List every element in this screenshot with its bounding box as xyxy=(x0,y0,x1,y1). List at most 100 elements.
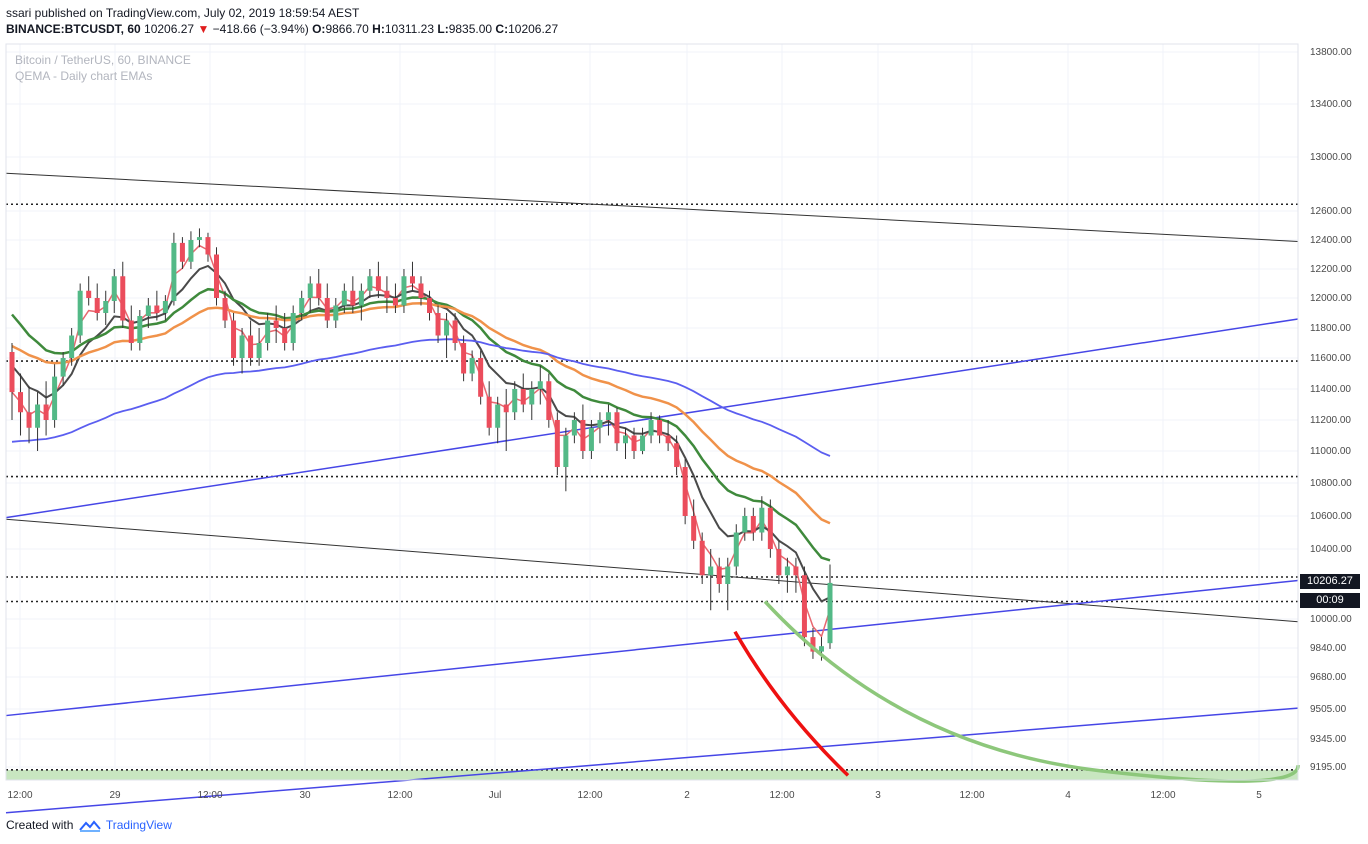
candle-body xyxy=(103,301,109,313)
candle-16 xyxy=(145,298,151,328)
candle-47 xyxy=(409,261,415,291)
candle-25 xyxy=(222,290,228,328)
candle-body xyxy=(60,358,66,377)
candle-86 xyxy=(742,507,748,541)
candle-body xyxy=(469,358,475,374)
ema-green-line xyxy=(11,287,831,562)
candles xyxy=(9,228,833,661)
candle-body xyxy=(716,566,722,584)
candle-32 xyxy=(282,313,288,351)
y-tick-label: 10800.00 xyxy=(1310,478,1352,489)
candle-body xyxy=(145,305,151,316)
publisher-line: ssari published on TradingView.com, July… xyxy=(6,6,360,20)
chart-header: ssari published on TradingView.com, July… xyxy=(6,5,558,37)
candle-68 xyxy=(588,420,594,459)
candle-74 xyxy=(640,427,646,455)
candle-28 xyxy=(248,320,254,366)
candle-body xyxy=(179,242,185,262)
low-value: 9835.00 xyxy=(448,22,493,36)
candle-body xyxy=(350,290,356,306)
last-price-tag: 10206.27 xyxy=(1300,574,1360,589)
y-tick-label: 9840.00 xyxy=(1310,643,1347,654)
candle-body xyxy=(239,335,245,358)
candle-50 xyxy=(435,305,441,343)
candle-body xyxy=(563,435,569,467)
candle-body xyxy=(418,283,424,298)
horizontal-levels xyxy=(6,203,1298,771)
candle-43 xyxy=(375,261,381,298)
last-price: 10206.27 xyxy=(144,22,195,36)
candle-body xyxy=(427,298,433,313)
candle-body xyxy=(580,420,586,451)
y-tick-label: 11000.00 xyxy=(1310,446,1351,457)
candle-body xyxy=(750,516,756,533)
candle-body xyxy=(162,301,168,313)
candle-61 xyxy=(529,381,535,420)
candle-body xyxy=(452,320,458,343)
candle-3 xyxy=(35,392,41,451)
created-with-text: Created with xyxy=(6,818,74,832)
y-tick-label: 9505.00 xyxy=(1310,704,1347,715)
candle-body xyxy=(759,507,765,533)
candle-75 xyxy=(648,412,654,444)
candle-body xyxy=(196,237,202,240)
candle-33 xyxy=(290,305,296,351)
candle-63 xyxy=(546,373,552,428)
candle-body xyxy=(120,276,126,321)
close-value: 10206.27 xyxy=(508,22,559,36)
candle-body xyxy=(137,316,143,343)
candle-body xyxy=(299,298,305,313)
x-tick-label: 30 xyxy=(299,790,311,801)
candle-94 xyxy=(810,628,816,659)
y-tick-label: 13400.00 xyxy=(1310,99,1352,110)
candle-24 xyxy=(214,247,219,306)
y-tick-label: 13000.00 xyxy=(1310,152,1352,163)
down-arrow-icon: ▼ xyxy=(197,22,210,36)
candle-body xyxy=(214,254,219,298)
candle-body xyxy=(810,637,816,652)
candle-body xyxy=(605,412,611,420)
y-tick-label: 10000.00 xyxy=(1310,614,1352,625)
candle-4 xyxy=(43,381,49,436)
candle-62 xyxy=(537,365,543,405)
candle-body xyxy=(375,276,381,291)
candle-body xyxy=(307,283,313,298)
y-tick-label: 13800.00 xyxy=(1310,47,1352,58)
legend-symbol: Bitcoin / TetherUS, 60, BINANCE xyxy=(15,53,191,67)
symbol-line: BINANCE:BTCUSDT, 60 10206.27 ▼ −418.66 (… xyxy=(6,21,558,37)
candle-body xyxy=(691,516,697,541)
candle-body xyxy=(597,420,603,428)
candle-body xyxy=(742,516,748,533)
x-tick-label: Jul xyxy=(489,790,502,801)
candle-20 xyxy=(179,237,185,269)
candle-body xyxy=(358,290,364,306)
candle-30 xyxy=(265,313,271,351)
candle-37 xyxy=(324,283,330,328)
candle-body xyxy=(188,240,194,262)
candle-12 xyxy=(111,269,117,313)
candle-5 xyxy=(52,364,58,428)
bottom-channel-line xyxy=(5,707,1299,814)
candle-body xyxy=(520,389,526,405)
candle-body xyxy=(682,467,688,516)
candle-6 xyxy=(60,352,66,386)
candle-7 xyxy=(69,328,75,366)
candle-17 xyxy=(154,290,160,321)
candle-41 xyxy=(358,283,364,321)
candle-body xyxy=(94,298,100,313)
candle-body xyxy=(26,412,32,428)
countdown-tag: 00:09 xyxy=(1300,593,1360,608)
red-projection-curve xyxy=(733,630,850,777)
candle-body xyxy=(205,237,211,255)
candle-body xyxy=(409,276,415,284)
candle-body xyxy=(478,358,484,397)
candle-body xyxy=(554,420,560,467)
candle-72 xyxy=(623,427,628,459)
candle-body xyxy=(648,420,654,436)
candle-51 xyxy=(444,313,450,358)
tradingview-link[interactable]: TradingView xyxy=(105,818,172,832)
candle-body xyxy=(111,276,117,301)
candle-body xyxy=(35,404,41,428)
candle-2 xyxy=(26,385,32,444)
